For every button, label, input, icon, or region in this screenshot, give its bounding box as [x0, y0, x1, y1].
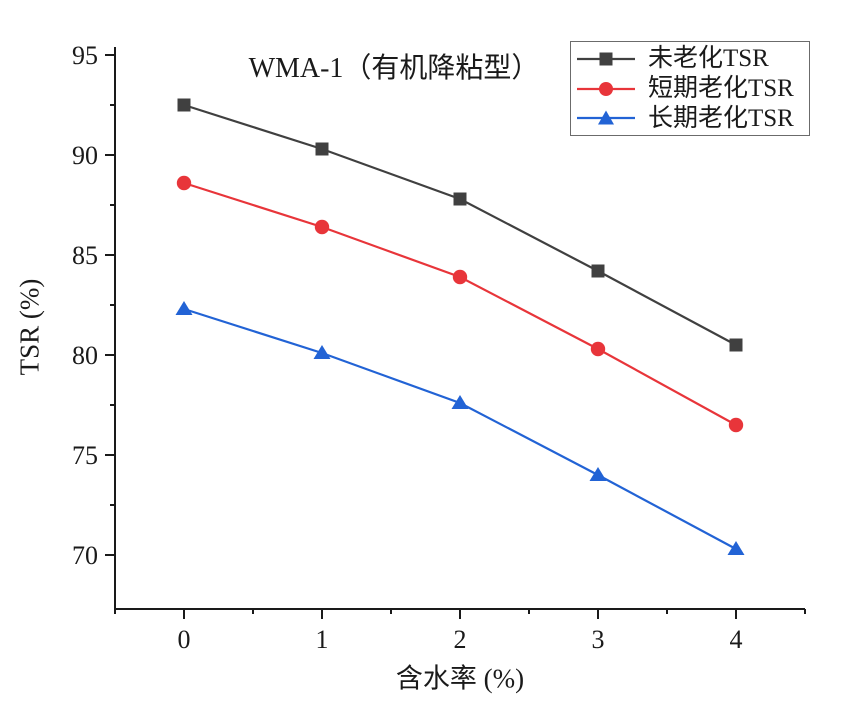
y-tick-label: 75 — [72, 441, 98, 470]
y-tick-label: 90 — [72, 141, 98, 170]
series-line — [183, 181, 737, 426]
square-marker — [453, 192, 467, 206]
circle-marker — [314, 219, 330, 235]
x-axis-label: 含水率 (%) — [395, 663, 525, 694]
y-axis-label: TSR (%) — [14, 278, 45, 376]
axes-frame — [114, 47, 805, 610]
square-marker — [591, 264, 605, 278]
x-tick-label: 1 — [316, 625, 329, 654]
legend-label: 短期老化TSR — [648, 75, 794, 102]
legend: 未老化TSR 短期老化TSR 长期老化TSR — [570, 41, 810, 136]
circle-marker — [728, 417, 744, 433]
series-line — [183, 103, 737, 346]
circle-marker-icon — [577, 81, 635, 96]
legend-label: 长期老化TSR — [648, 104, 794, 132]
x-tick-label: 2 — [454, 625, 467, 654]
y-tick-label: 80 — [72, 341, 98, 370]
y-tick-label: 95 — [72, 41, 98, 70]
x-tick-label: 0 — [178, 625, 191, 654]
circle-marker — [590, 341, 606, 357]
triangle-marker — [451, 395, 469, 409]
legend-item-short-term-aged-tsr: 短期老化TSR — [571, 74, 809, 104]
legend-label: 未老化TSR — [648, 45, 769, 73]
x-tick-label: 3 — [592, 625, 605, 654]
x-tick-label: 4 — [730, 625, 743, 654]
chart-title: WMA-1（有机降粘型） — [248, 53, 540, 84]
legend-item-unaged-tsr: 未老化TSR — [571, 44, 809, 74]
triangle-marker — [727, 541, 745, 555]
circle-marker — [452, 269, 468, 285]
triangle-marker — [589, 467, 607, 481]
series-line — [183, 307, 737, 550]
square-marker — [315, 142, 329, 156]
legend-item-long-term-aged-tsr: 长期老化TSR — [571, 103, 809, 133]
square-marker-icon — [577, 52, 635, 66]
triangle-marker-icon — [577, 110, 635, 125]
y-tick-label: 70 — [72, 541, 98, 570]
triangle-marker — [175, 301, 193, 315]
triangle-marker — [313, 345, 331, 359]
circle-marker — [176, 175, 192, 191]
square-marker — [177, 98, 191, 112]
y-tick-label: 85 — [72, 241, 98, 270]
square-marker — [729, 338, 743, 352]
